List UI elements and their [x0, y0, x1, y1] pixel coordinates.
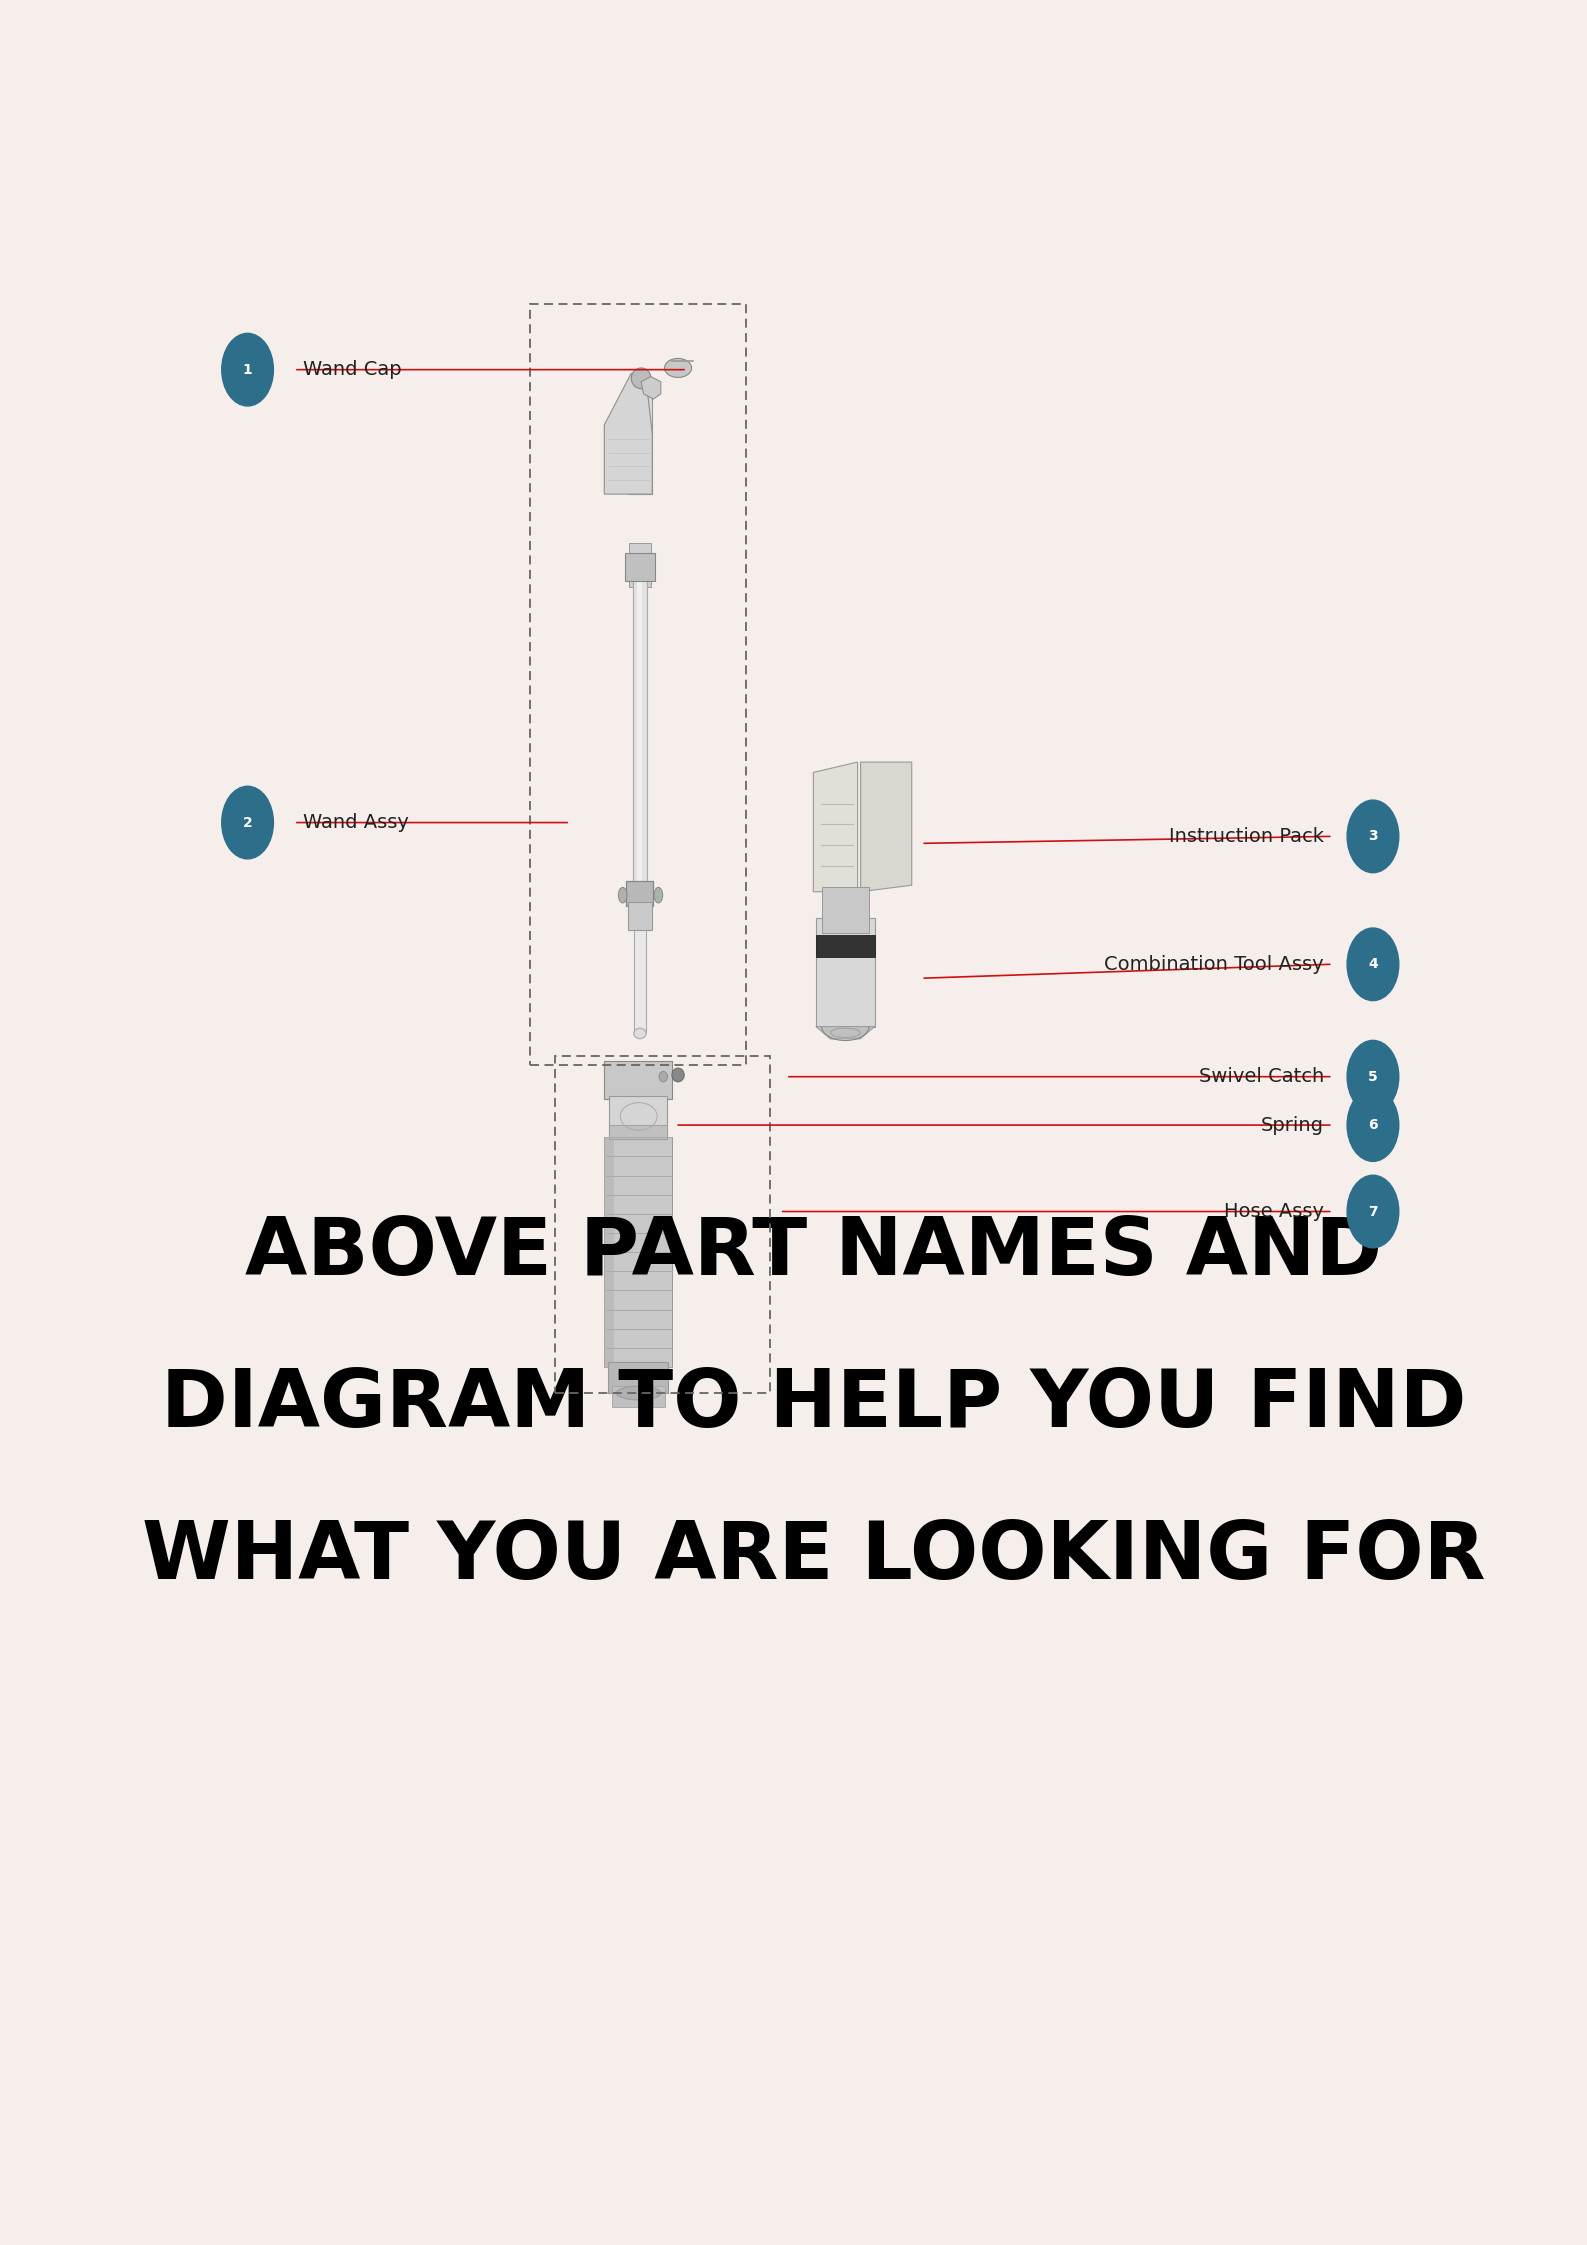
Circle shape	[1347, 799, 1398, 873]
Circle shape	[222, 332, 273, 406]
Text: 7: 7	[1368, 1206, 1378, 1219]
Bar	[816, 934, 874, 956]
Polygon shape	[641, 377, 660, 400]
Ellipse shape	[616, 1385, 660, 1401]
Bar	[609, 1125, 667, 1138]
Bar	[609, 1096, 667, 1138]
Circle shape	[222, 786, 273, 860]
Text: WHAT YOU ARE LOOKING FOR: WHAT YOU ARE LOOKING FOR	[141, 1518, 1485, 1596]
Ellipse shape	[671, 1069, 684, 1082]
Text: 1: 1	[243, 364, 252, 377]
Bar	[625, 552, 655, 581]
Text: DIAGRAM TO HELP YOU FIND: DIAGRAM TO HELP YOU FIND	[160, 1367, 1466, 1444]
Bar	[822, 887, 868, 934]
Bar	[605, 1062, 671, 1100]
Bar	[627, 902, 652, 929]
Bar	[605, 1138, 671, 1367]
Text: Hose Assy: Hose Assy	[1224, 1201, 1324, 1221]
Ellipse shape	[665, 359, 692, 377]
Polygon shape	[860, 761, 911, 891]
Text: Wand Cap: Wand Cap	[303, 359, 402, 379]
Bar	[638, 581, 643, 891]
Bar	[633, 887, 646, 1033]
Text: ABOVE PART NAMES AND: ABOVE PART NAMES AND	[244, 1215, 1382, 1293]
Bar	[816, 918, 874, 1026]
Ellipse shape	[632, 368, 651, 388]
Text: 4: 4	[1368, 956, 1378, 972]
Bar	[608, 1363, 668, 1392]
Bar	[627, 882, 654, 905]
Text: Spring: Spring	[1260, 1116, 1324, 1134]
Polygon shape	[816, 1026, 874, 1039]
Ellipse shape	[619, 887, 627, 902]
Polygon shape	[813, 761, 857, 891]
Ellipse shape	[659, 1071, 668, 1082]
Text: 3: 3	[1368, 828, 1378, 844]
Text: Swivel Catch: Swivel Catch	[1198, 1066, 1324, 1087]
Circle shape	[1347, 927, 1398, 1001]
Text: Combination Tool Assy: Combination Tool Assy	[1105, 954, 1324, 974]
Circle shape	[1347, 1089, 1398, 1161]
Bar	[611, 1385, 665, 1408]
Circle shape	[1347, 1174, 1398, 1248]
Text: Wand Assy: Wand Assy	[303, 813, 409, 833]
Text: 6: 6	[1368, 1118, 1378, 1131]
Ellipse shape	[654, 887, 663, 902]
Text: 5: 5	[1368, 1069, 1378, 1084]
Bar	[605, 1138, 614, 1367]
Circle shape	[1347, 1039, 1398, 1114]
Ellipse shape	[633, 1028, 646, 1039]
Bar	[633, 581, 647, 891]
Polygon shape	[605, 373, 652, 494]
Bar	[628, 543, 651, 588]
Bar	[627, 382, 652, 494]
Ellipse shape	[830, 1028, 860, 1037]
Text: 2: 2	[243, 815, 252, 831]
Text: Instruction Pack: Instruction Pack	[1168, 826, 1324, 846]
